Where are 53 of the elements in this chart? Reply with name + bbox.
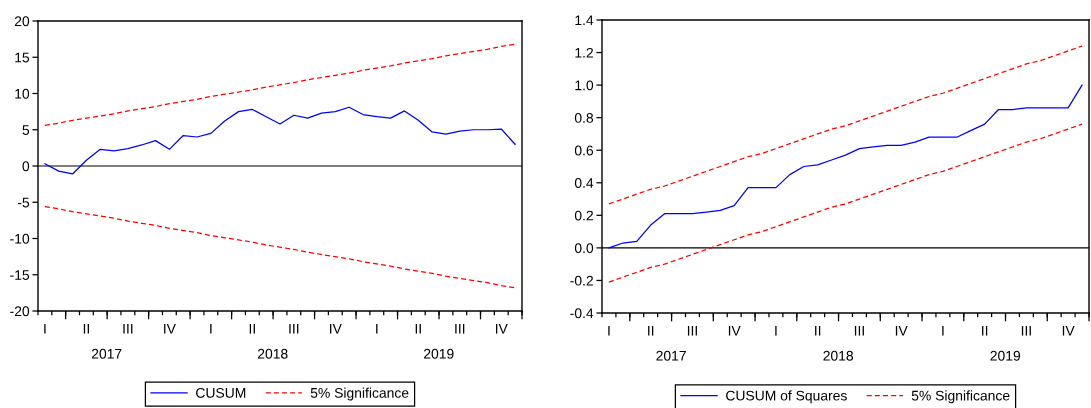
y-tick-label: 15 (15, 52, 30, 63)
x2-tick-label: 2017 (656, 350, 686, 361)
legend-label: 5% Significance (310, 387, 409, 401)
x-tick-label: II (815, 326, 821, 336)
legend-label: CUSUM of Squares (726, 390, 847, 404)
y-tick-label: 1.0 (575, 80, 594, 91)
y-tick-label: 5 (22, 125, 30, 135)
x-tick-label: I (376, 324, 378, 334)
x-tick-label: III (123, 324, 133, 334)
x-tick-label: I (210, 324, 212, 334)
x-tick-label: II (648, 326, 654, 336)
x-tick-label: IV (728, 326, 741, 336)
y-tick-label: 20 (14, 16, 30, 27)
y-tick-label: -20 (10, 306, 30, 317)
x-tick-label: IV (895, 326, 908, 336)
x-tick-label: II (83, 324, 89, 334)
x-tick-label: II (415, 324, 421, 334)
x2-tick-label: 2019 (990, 350, 1021, 361)
y-tick-label: -0.2 (570, 275, 593, 286)
x-tick-label: I (608, 326, 610, 336)
y-tick-label: -15 (10, 270, 30, 280)
y-tick-label: 1.4 (575, 15, 594, 26)
legend-label: CUSUM (196, 387, 246, 398)
x-tick-label: IV (495, 324, 508, 334)
y-tick-label: -0.4 (570, 308, 594, 319)
x2-tick-label: 2018 (257, 348, 288, 359)
y-tick-label: 0.4 (574, 178, 594, 188)
legend-label: 5% Significance (911, 390, 1010, 404)
y-tick-label: 0.2 (574, 210, 593, 221)
x-tick-label: III (687, 326, 697, 336)
x2-tick-label: 2018 (823, 350, 854, 361)
x-tick-label: IV (1062, 326, 1075, 336)
y-tick-label: 0.6 (574, 145, 594, 156)
y-tick-label: 0 (22, 161, 30, 172)
x-tick-label: I (775, 326, 777, 336)
x-tick-label: I (44, 324, 46, 334)
x-tick-label: IV (330, 324, 342, 334)
x-tick-label: III (289, 324, 299, 334)
y-tick-label: 10 (15, 88, 30, 99)
x-tick-label: III (1021, 326, 1031, 336)
y-tick-label: -10 (10, 233, 30, 244)
x-tick-label: III (455, 324, 465, 334)
x-tick-label: I (942, 326, 944, 336)
x-tick-label: III (854, 326, 864, 336)
x2-tick-label: 2017 (91, 348, 122, 359)
y-tick-label: -5 (17, 197, 30, 208)
y-tick-label: 0.0 (574, 243, 594, 254)
x-tick-label: IV (164, 324, 176, 334)
x-tick-label: II (982, 326, 988, 336)
x-tick-label: II (249, 324, 255, 334)
y-tick-label: 0.8 (574, 113, 594, 123)
x2-tick-label: 2019 (424, 348, 454, 359)
y-tick-label: 1.2 (575, 47, 593, 58)
